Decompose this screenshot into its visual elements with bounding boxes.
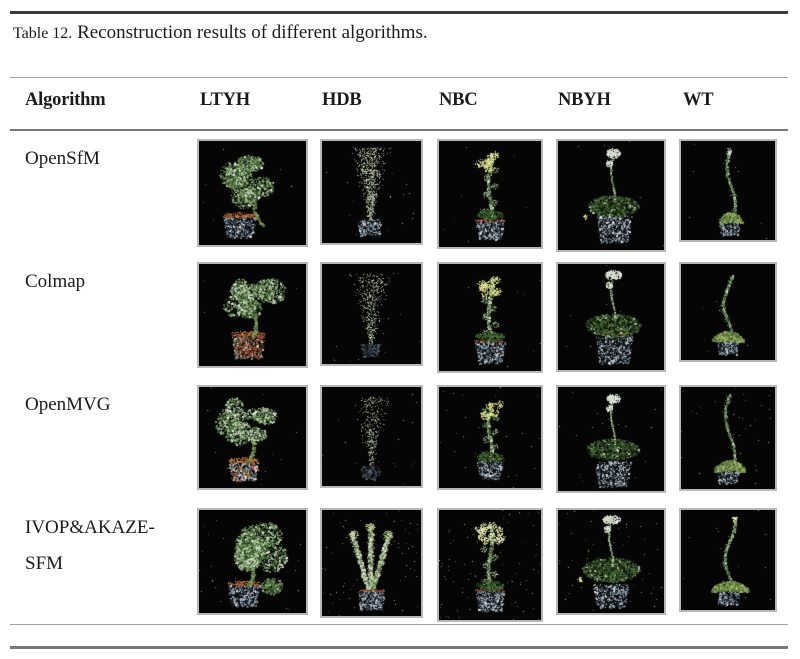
table-bottom-rule [10,646,788,649]
reconstruction-image-openmvg-ltyh [197,385,308,490]
row-label-opensfm: OpenSfM [25,148,100,169]
reconstruction-image-openmvg-nbc [437,385,543,490]
column-header-nbyh: NBYH [558,90,611,110]
column-header-hdb: HDB [322,90,362,110]
reconstruction-image-ivop-akaze-sfm-hdb [320,508,423,618]
reconstruction-image-opensfm-nbc [437,139,543,249]
reconstruction-image-openmvg-wt [679,385,777,491]
reconstruction-image-openmvg-nbyh [556,385,666,493]
column-header-wt: WT [683,90,714,110]
caption-divider-rule [10,77,788,78]
column-header-ltyh: LTYH [200,90,250,110]
reconstruction-image-opensfm-wt [679,139,777,242]
reconstruction-image-opensfm-ltyh [197,139,308,247]
reconstruction-image-ivop-akaze-sfm-nbyh [556,508,666,615]
reconstruction-image-colmap-wt [679,262,777,362]
reconstruction-image-opensfm-hdb [320,139,423,245]
row-label-ivop-akaze-sfm: IVOP&AKAZE- SFM [25,517,155,574]
table-caption-text: Reconstruction results of different algo… [72,22,428,43]
table-bottom-inner-rule [10,624,788,625]
column-header-nbc: NBC [439,90,478,110]
reconstruction-image-colmap-hdb [320,262,423,366]
reconstruction-image-opensfm-nbyh [556,139,666,252]
reconstruction-image-colmap-nbyh [556,262,666,372]
reconstruction-image-ivop-akaze-sfm-nbc [437,508,543,622]
reconstruction-image-colmap-nbc [437,262,543,373]
column-header-algorithm: Algorithm [25,90,106,110]
table-caption-label: Table 12. [13,25,73,42]
reconstruction-image-ivop-akaze-sfm-wt [679,508,777,612]
reconstruction-image-ivop-akaze-sfm-ltyh [197,508,308,615]
header-divider-rule [10,129,788,131]
table-top-rule [10,11,788,14]
reconstruction-image-openmvg-hdb [320,385,423,488]
row-label-colmap: Colmap [25,271,86,292]
table-caption: Table 12. Reconstruction results of diff… [13,22,428,44]
row-label-openmvg: OpenMVG [25,394,111,415]
reconstruction-image-colmap-ltyh [197,262,308,368]
